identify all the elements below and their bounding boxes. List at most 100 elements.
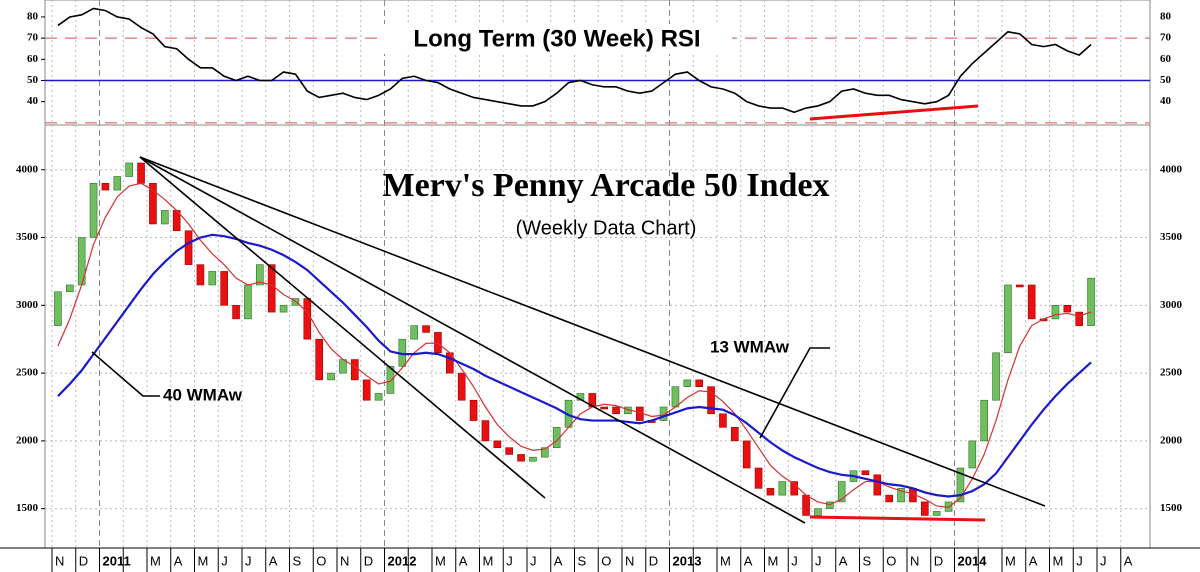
y-tick-label: 4000 bbox=[16, 163, 39, 175]
candle bbox=[1004, 284, 1012, 354]
candle bbox=[1063, 305, 1072, 313]
y-tick-label: 3500 bbox=[16, 231, 39, 243]
candle bbox=[149, 182, 157, 225]
candle bbox=[897, 488, 905, 503]
candle bbox=[457, 372, 466, 401]
candle bbox=[529, 456, 537, 462]
candle bbox=[600, 406, 608, 410]
moving-average bbox=[57, 182, 1092, 508]
candle bbox=[956, 467, 965, 503]
candle bbox=[1027, 284, 1036, 320]
candle bbox=[754, 467, 763, 489]
candle bbox=[932, 511, 941, 516]
x-tick-label: A bbox=[459, 553, 468, 568]
x-tick-label: S bbox=[578, 553, 587, 568]
x-tick-label: D bbox=[649, 553, 658, 568]
x-tick-label: J bbox=[245, 553, 252, 568]
rsi-support-line bbox=[809, 104, 979, 121]
y-tick-label: 2500 bbox=[16, 367, 39, 379]
candle bbox=[683, 379, 692, 387]
candle bbox=[469, 399, 478, 421]
trend-line bbox=[139, 156, 1046, 507]
x-tick-label: O bbox=[601, 553, 611, 568]
x-tick-label: J bbox=[530, 553, 537, 568]
candle bbox=[885, 494, 893, 503]
x-tick-label: J bbox=[506, 553, 513, 568]
y-tick-label: 3500 bbox=[1160, 231, 1183, 243]
candle bbox=[612, 406, 620, 415]
trend-line bbox=[139, 156, 546, 499]
candle bbox=[362, 379, 371, 401]
candle bbox=[992, 352, 1000, 401]
y-tick-label: 1500 bbox=[16, 502, 39, 514]
y-tick-label: 4000 bbox=[1160, 163, 1183, 175]
candle bbox=[184, 230, 193, 265]
x-tick-label: D bbox=[364, 553, 373, 568]
candle bbox=[861, 470, 870, 476]
x-tick-label: 2014 bbox=[958, 553, 988, 568]
candle bbox=[279, 305, 288, 313]
y-tick-label: 3000 bbox=[16, 299, 39, 311]
moving-average bbox=[57, 233, 1092, 498]
candle bbox=[256, 264, 264, 286]
candle bbox=[505, 447, 513, 455]
candle bbox=[659, 406, 668, 421]
ma-label: 13 WMAw bbox=[710, 337, 790, 356]
y-tick-label: 70 bbox=[27, 32, 39, 44]
candle bbox=[89, 182, 98, 238]
candle bbox=[315, 338, 323, 381]
x-tick-label: M bbox=[768, 553, 779, 568]
x-tick-label: 2013 bbox=[673, 553, 702, 568]
rsi-line bbox=[57, 7, 1092, 114]
x-tick-label: S bbox=[293, 553, 302, 568]
leader-line bbox=[91, 351, 160, 397]
candle bbox=[374, 393, 383, 401]
candle bbox=[1051, 305, 1060, 320]
title-backdrop bbox=[382, 24, 732, 54]
x-tick-label: A bbox=[839, 553, 848, 568]
candle bbox=[1087, 277, 1095, 326]
candle bbox=[422, 325, 430, 333]
candle bbox=[541, 447, 549, 458]
x-tick-label: D bbox=[79, 553, 88, 568]
x-tick-label: M bbox=[1005, 553, 1016, 568]
x-tick-label: M bbox=[198, 553, 209, 568]
grid bbox=[41, 0, 1150, 572]
x-tick-label: J bbox=[1100, 553, 1107, 568]
candle bbox=[125, 162, 133, 177]
y-tick-label: 60 bbox=[1160, 53, 1172, 65]
price-support-line bbox=[809, 515, 986, 522]
y-tick-label: 50 bbox=[27, 74, 39, 86]
marks bbox=[54, 7, 1095, 516]
y-tick-label: 2000 bbox=[1160, 434, 1183, 446]
y-tick-label: 2500 bbox=[1160, 367, 1183, 379]
candle bbox=[267, 264, 276, 313]
candle bbox=[1075, 311, 1083, 326]
candle bbox=[113, 176, 122, 191]
y-tick-label: 60 bbox=[27, 53, 39, 65]
candle bbox=[244, 284, 252, 320]
chart-subtitle: (Weekly Data Chart) bbox=[516, 217, 697, 239]
candle bbox=[434, 332, 442, 354]
candle bbox=[671, 386, 680, 408]
candle bbox=[137, 162, 145, 184]
y-tick-label: 80 bbox=[27, 10, 39, 22]
candle bbox=[695, 379, 703, 387]
x-tick-label: N bbox=[625, 553, 634, 568]
trend-line bbox=[139, 156, 806, 524]
x-tick-label: N bbox=[55, 553, 64, 568]
x-tick-label: A bbox=[174, 553, 183, 568]
candle bbox=[493, 440, 502, 448]
y-tick-label: 40 bbox=[27, 95, 39, 107]
candle bbox=[719, 413, 727, 428]
candle bbox=[731, 427, 739, 442]
candle bbox=[386, 366, 395, 394]
chart-title: Merv's Penny Arcade 50 Index bbox=[382, 167, 829, 204]
x-tick-label: M bbox=[483, 553, 494, 568]
candle bbox=[742, 440, 751, 469]
candle bbox=[161, 210, 169, 225]
leader-line bbox=[759, 347, 830, 439]
x-tick-label: O bbox=[886, 553, 896, 568]
candle bbox=[980, 399, 988, 442]
plot-frame bbox=[44, 0, 1151, 549]
